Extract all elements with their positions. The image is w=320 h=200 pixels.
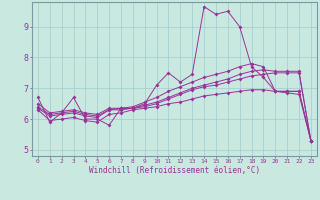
X-axis label: Windchill (Refroidissement éolien,°C): Windchill (Refroidissement éolien,°C): [89, 166, 260, 175]
